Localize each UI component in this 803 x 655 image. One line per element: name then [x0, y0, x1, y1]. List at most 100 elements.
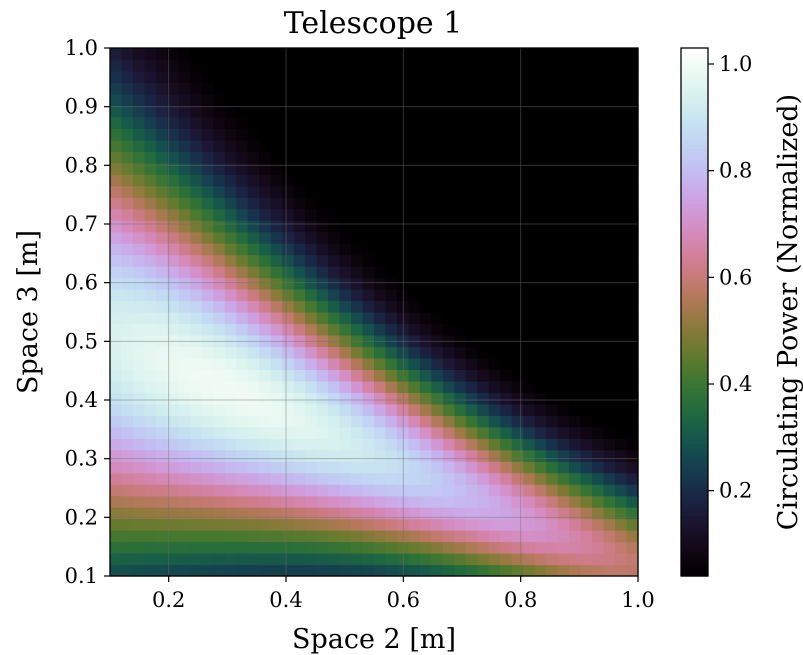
heatmap-cell — [213, 380, 226, 393]
heatmap-cell — [454, 93, 467, 106]
heatmap-cell — [236, 151, 249, 164]
heatmap-cell — [155, 82, 168, 95]
heatmap-cell — [442, 266, 455, 279]
heatmap-cell — [396, 277, 410, 290]
heatmap-cell — [454, 116, 467, 129]
heatmap-cell — [603, 484, 616, 497]
heatmap-cell — [305, 185, 318, 198]
colorbar-segment — [681, 112, 708, 117]
heatmap-cell — [190, 197, 203, 210]
heatmap-cell — [167, 139, 180, 152]
heatmap-cell — [155, 289, 168, 302]
heatmap-cell — [201, 553, 214, 566]
heatmap-cell — [557, 472, 570, 485]
heatmap-cell — [190, 392, 203, 405]
colorbar-segment — [681, 572, 708, 577]
heatmap-cell — [534, 484, 547, 497]
heatmap-cell — [339, 185, 352, 198]
heatmap-cell — [534, 59, 547, 72]
heatmap-cell — [282, 174, 295, 187]
heatmap-cell — [155, 392, 168, 405]
heatmap-cell — [213, 139, 226, 152]
heatmap-cell — [626, 185, 639, 198]
heatmap-cell — [396, 116, 410, 129]
heatmap-cell — [523, 403, 536, 416]
heatmap-cell — [328, 70, 341, 84]
heatmap-cell — [431, 266, 444, 279]
heatmap-cell — [546, 208, 559, 221]
heatmap-cell — [477, 277, 490, 290]
heatmap-cell — [362, 277, 375, 290]
heatmap-cell — [615, 48, 628, 61]
heatmap-cell — [236, 541, 249, 554]
heatmap-cell — [396, 59, 410, 72]
heatmap-cell — [511, 151, 524, 164]
heatmap-cell — [557, 139, 570, 152]
heatmap-cell — [190, 48, 203, 61]
colorbar-segment — [681, 104, 708, 109]
heatmap-cell — [408, 403, 421, 416]
heatmap-cell — [603, 461, 616, 474]
heatmap-cell — [431, 334, 444, 348]
heatmap-cell — [431, 59, 444, 72]
heatmap-cell — [500, 82, 513, 95]
heatmap-cell — [442, 220, 455, 233]
heatmap-cell — [167, 162, 180, 175]
heatmap-cell — [408, 151, 421, 164]
heatmap-cell — [305, 564, 318, 577]
heatmap-cell — [442, 312, 455, 325]
heatmap-cell — [580, 59, 593, 72]
heatmap-cell — [178, 48, 191, 61]
heatmap-cell — [293, 151, 306, 164]
heatmap-cell — [110, 426, 123, 439]
heatmap-cell — [477, 59, 490, 72]
heatmap-cell — [511, 380, 524, 393]
heatmap-cell — [454, 289, 467, 302]
heatmap-cell — [557, 128, 570, 141]
heatmap-cell — [190, 380, 203, 393]
heatmap-cell — [523, 93, 536, 106]
colorbar-segment — [681, 264, 708, 269]
heatmap-cell — [121, 151, 134, 164]
heatmap-cell — [385, 82, 398, 95]
heatmap-cell — [511, 116, 524, 129]
heatmap-cell — [190, 93, 203, 106]
heatmap-cell — [247, 59, 260, 72]
heatmap-cell — [465, 116, 478, 129]
heatmap-cell — [385, 105, 398, 118]
heatmap-cell — [385, 220, 398, 233]
heatmap-cell — [224, 495, 237, 508]
heatmap-cell — [465, 553, 478, 566]
heatmap-cell — [236, 334, 249, 348]
heatmap-cell — [362, 300, 375, 313]
colorbar-segment — [681, 76, 708, 81]
colorbar-segment — [681, 220, 708, 225]
heatmap-cell — [362, 208, 375, 221]
heatmap-cell — [534, 553, 547, 566]
heatmap-cell — [374, 254, 387, 267]
heatmap-cell — [190, 357, 203, 370]
heatmap-cell — [615, 197, 628, 210]
heatmap-cell — [454, 403, 467, 416]
heatmap-cell — [121, 564, 134, 577]
heatmap-cell — [213, 151, 226, 164]
heatmap-cell — [592, 220, 605, 233]
heatmap-cell — [121, 323, 134, 336]
heatmap-cell — [477, 289, 490, 302]
heatmap-cell — [511, 530, 524, 543]
heatmap-cell — [167, 300, 180, 313]
heatmap-cell — [247, 415, 260, 428]
heatmap-cell — [408, 312, 421, 325]
heatmap-cell — [224, 105, 237, 118]
heatmap-cell — [396, 334, 410, 348]
heatmap-cell — [132, 461, 146, 474]
heatmap-cell — [305, 449, 318, 462]
heatmap-cell — [546, 369, 559, 382]
heatmap-cell — [603, 507, 616, 520]
heatmap-cell — [282, 128, 295, 141]
heatmap-cell — [615, 266, 628, 279]
heatmap-cell — [201, 105, 214, 118]
heatmap-cell — [431, 553, 444, 566]
heatmap-cell — [110, 323, 123, 336]
colorbar-segment — [681, 116, 708, 121]
